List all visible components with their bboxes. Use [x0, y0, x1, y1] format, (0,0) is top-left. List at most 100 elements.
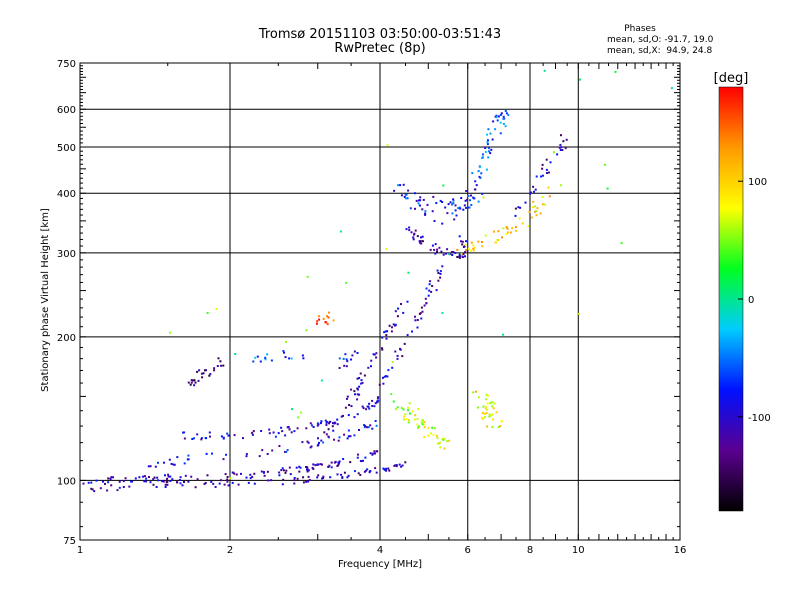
echo-point	[359, 474, 362, 476]
echo-point	[124, 477, 127, 480]
echo-point	[458, 235, 461, 238]
echo-point	[434, 252, 437, 255]
echo-point	[414, 414, 417, 417]
echo-point	[258, 455, 261, 458]
echo-point	[336, 465, 339, 467]
echo-point	[322, 317, 325, 320]
echo-point	[308, 479, 311, 481]
echo-point	[527, 224, 530, 227]
echo-point	[332, 429, 335, 432]
echo-point	[425, 287, 428, 290]
echo-point	[424, 297, 427, 300]
echo-point	[181, 484, 184, 487]
echo-point	[278, 445, 281, 447]
echo-point	[347, 414, 350, 417]
x-tick-label: 10	[572, 545, 585, 556]
echo-point	[254, 552, 256, 554]
echo-point	[506, 227, 509, 230]
echo-point	[338, 357, 341, 360]
echo-point	[336, 423, 339, 426]
echo-point	[149, 481, 152, 484]
echo-point	[451, 203, 454, 206]
echo-point	[373, 353, 376, 356]
echo-point	[419, 204, 421, 207]
echo-point	[328, 422, 330, 425]
echo-point	[559, 143, 562, 146]
echo-point	[384, 330, 387, 333]
echo-point	[532, 206, 535, 209]
echo-point	[301, 441, 304, 444]
echo-point	[316, 320, 319, 323]
echo-point	[183, 462, 186, 465]
echo-point	[437, 279, 440, 282]
echo-point	[165, 481, 168, 484]
echo-point	[366, 405, 369, 408]
echo-point	[545, 168, 548, 171]
echo-point	[436, 248, 439, 251]
y-tick-label: 500	[57, 143, 76, 154]
echo-point	[327, 311, 330, 314]
echo-point	[463, 204, 466, 207]
echo-point	[497, 426, 500, 428]
echo-point	[441, 201, 444, 203]
echo-point	[464, 244, 467, 246]
echo-point	[316, 476, 319, 479]
x-tick-label: 16	[674, 545, 687, 556]
echo-point	[183, 437, 186, 440]
echo-point	[169, 331, 172, 334]
echo-point	[421, 208, 424, 211]
echo-point	[488, 150, 491, 153]
echo-point	[178, 479, 181, 481]
echo-point	[311, 424, 313, 427]
echo-point	[317, 315, 320, 318]
echo-point	[565, 138, 568, 141]
echo-point	[478, 166, 481, 169]
echo-point	[541, 167, 544, 170]
echo-point	[222, 364, 225, 367]
echo-point	[347, 435, 350, 438]
echo-point	[350, 405, 353, 408]
echo-point	[205, 369, 207, 372]
echo-point	[336, 473, 339, 476]
y-tick-label: 100	[57, 476, 76, 487]
echo-point	[271, 449, 274, 452]
echo-point	[280, 469, 283, 472]
echo-point	[122, 480, 125, 483]
echo-point	[387, 369, 390, 372]
echo-point	[315, 322, 318, 325]
echo-point	[290, 357, 293, 360]
echo-point	[454, 204, 457, 207]
echo-point	[464, 199, 467, 202]
echo-point	[492, 120, 495, 123]
echo-point	[416, 423, 419, 426]
echo-point	[418, 240, 421, 243]
echo-point	[541, 163, 544, 166]
echo-point	[543, 48, 545, 50]
echo-point	[417, 408, 420, 410]
echo-point	[528, 210, 531, 213]
echo-point	[475, 184, 478, 187]
echo-point	[408, 419, 410, 422]
echo-point	[321, 463, 323, 466]
echo-point	[353, 390, 356, 393]
echo-point	[173, 463, 176, 466]
echo-point	[442, 253, 445, 256]
y-tick-label: 400	[57, 189, 76, 200]
echo-point	[184, 474, 187, 477]
echo-point	[278, 474, 281, 477]
echo-point	[371, 452, 374, 455]
echo-point	[350, 388, 353, 391]
echo-point	[408, 402, 411, 405]
echo-point	[306, 466, 309, 469]
echo-point	[439, 446, 442, 449]
echo-point	[514, 214, 517, 217]
x-axis-label: Frequency [MHz]	[338, 559, 422, 570]
echo-point	[396, 354, 399, 357]
echo-point	[491, 425, 494, 428]
echo-point	[225, 453, 227, 456]
echo-point	[385, 375, 387, 378]
echo-point	[403, 196, 406, 198]
echo-point	[320, 420, 323, 423]
echo-point	[450, 251, 453, 254]
echo-point	[293, 479, 296, 482]
